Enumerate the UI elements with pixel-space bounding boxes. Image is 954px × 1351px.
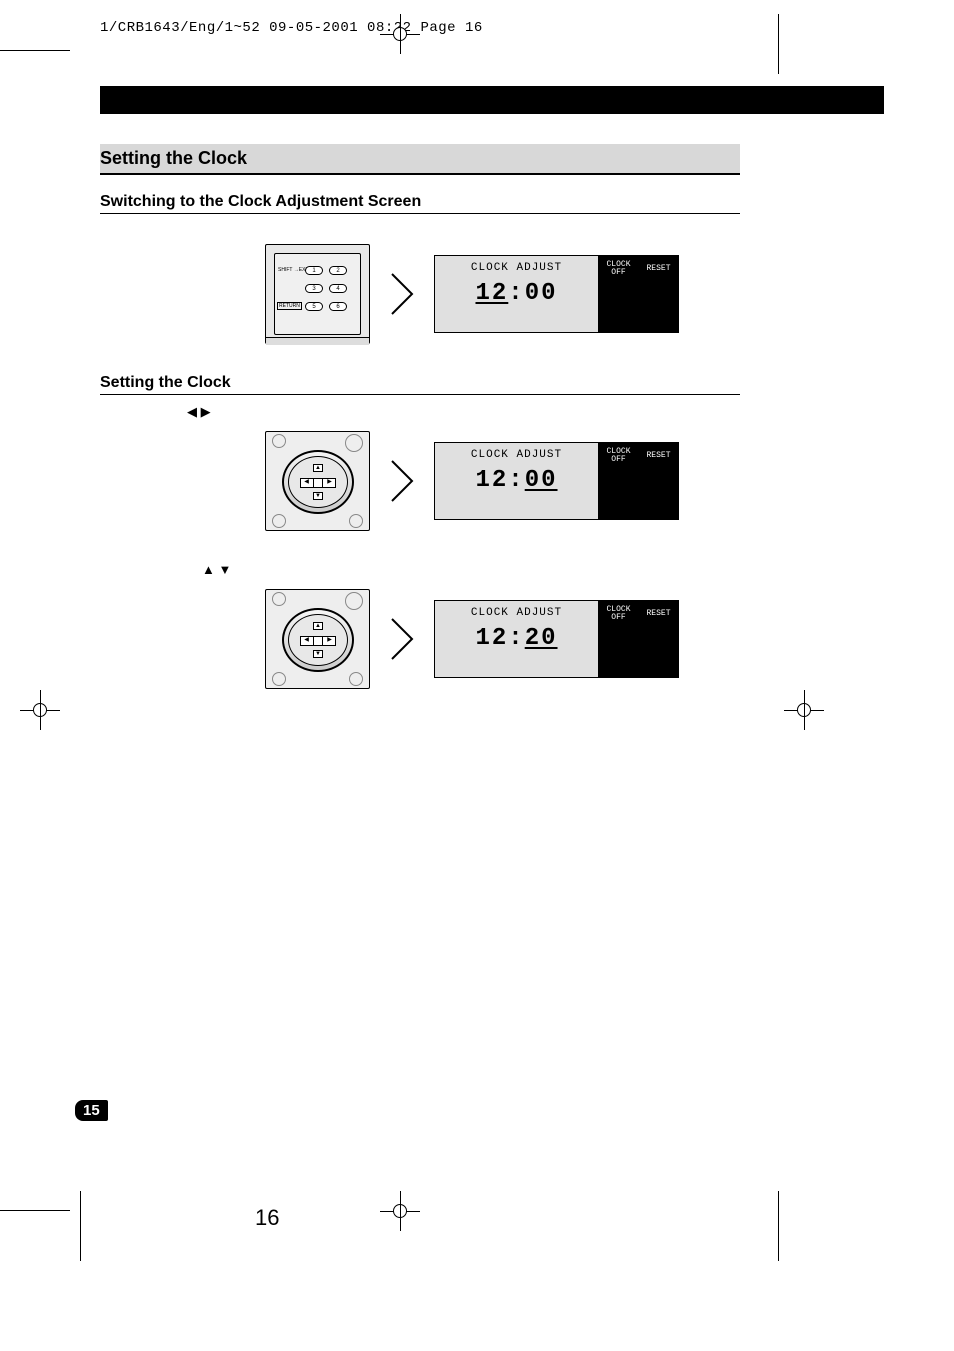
- black-banner: [100, 86, 884, 114]
- clock-off-button[interactable]: CLOCK OFF: [598, 443, 638, 468]
- section-title: Setting the Clock: [100, 144, 740, 175]
- reset-button[interactable]: RESET: [638, 256, 678, 281]
- screen-label: CLOCK ADJUST: [439, 449, 594, 461]
- clock-off-button[interactable]: CLOCK OFF: [598, 256, 638, 281]
- screen-blank: [598, 626, 678, 651]
- dpad-right[interactable]: ▶: [324, 636, 335, 646]
- crop-mark: [778, 14, 779, 74]
- dpad[interactable]: ▲ ▼ ◀ ▶: [300, 628, 336, 652]
- button-3[interactable]: 3: [305, 284, 323, 293]
- screen-label: CLOCK ADJUST: [439, 607, 594, 619]
- button-4[interactable]: 4: [329, 284, 347, 293]
- screen-time: 12:00: [439, 467, 594, 494]
- subsection-title: Switching to the Clock Adjustment Screen: [100, 193, 740, 214]
- device-joystick: ▲ ▼ ◀ ▶: [265, 589, 370, 689]
- arrow-right-icon: [388, 615, 416, 663]
- crop-mark: [0, 1210, 70, 1211]
- dpad-up[interactable]: ▲: [313, 622, 323, 630]
- subsection-title-2: Setting the Clock: [100, 374, 740, 395]
- screen-blank: [598, 652, 678, 677]
- button-1[interactable]: 1: [305, 266, 323, 275]
- ud-arrows: ▲ ▼: [200, 561, 884, 579]
- screen-blank: [598, 468, 678, 493]
- reset-button[interactable]: RESET: [638, 601, 678, 626]
- button-5[interactable]: 5: [305, 302, 323, 311]
- lr-arrows: ◀ ▶: [185, 403, 884, 421]
- device-keypad: SHIFT →EXIT 1 2 3 4 RETURN 5 6: [265, 244, 370, 344]
- registration-mark: [380, 1191, 420, 1231]
- arrow-right-icon: [388, 270, 416, 318]
- dpad-left[interactable]: ◀: [301, 478, 312, 488]
- dpad-up[interactable]: ▲: [313, 464, 323, 472]
- dpad-down[interactable]: ▼: [313, 650, 323, 658]
- dpad-left[interactable]: ◀: [301, 636, 312, 646]
- figure-row-2: ▲ ▼ ◀ ▶ CLOCK ADJUST 12:00 CLOCK OFF RES…: [265, 431, 884, 531]
- lcd-screen-1: CLOCK ADJUST 12:00 CLOCK OFF RESET: [434, 255, 679, 333]
- reset-button[interactable]: RESET: [638, 443, 678, 468]
- screen-blank: [598, 281, 678, 306]
- clock-off-button[interactable]: CLOCK OFF: [598, 601, 638, 626]
- figure-row-3: ▲ ▼ ◀ ▶ CLOCK ADJUST 12:20 CLOCK OFF RES…: [265, 589, 884, 689]
- dpad[interactable]: ▲ ▼ ◀ ▶: [300, 470, 336, 494]
- crop-mark: [778, 1191, 779, 1261]
- return-label: RETURN: [277, 302, 302, 310]
- page-number: 16: [255, 1205, 279, 1231]
- page: 1/CRB1643/Eng/1~52 09-05-2001 08:22 Page…: [0, 0, 954, 1351]
- device-joystick: ▲ ▼ ◀ ▶: [265, 431, 370, 531]
- registration-mark: [380, 14, 420, 54]
- button-6[interactable]: 6: [329, 302, 347, 311]
- dpad-down[interactable]: ▼: [313, 492, 323, 500]
- screen-label: CLOCK ADJUST: [439, 262, 594, 274]
- button-2[interactable]: 2: [329, 266, 347, 275]
- crop-mark: [80, 1191, 81, 1261]
- registration-mark: [20, 690, 60, 730]
- figure-row-1: SHIFT →EXIT 1 2 3 4 RETURN 5 6 CLOCK ADJ…: [265, 244, 884, 344]
- screen-time: 12:20: [439, 625, 594, 652]
- registration-mark: [784, 690, 824, 730]
- dpad-right[interactable]: ▶: [324, 478, 335, 488]
- crop-mark: [0, 50, 70, 51]
- screen-time: 12:00: [439, 280, 594, 307]
- lcd-screen-3: CLOCK ADJUST 12:20 CLOCK OFF RESET: [434, 600, 679, 678]
- lcd-screen-2: CLOCK ADJUST 12:00 CLOCK OFF RESET: [434, 442, 679, 520]
- print-header: 1/CRB1643/Eng/1~52 09-05-2001 08:22 Page…: [100, 20, 884, 36]
- arrow-right-icon: [388, 457, 416, 505]
- page-badge: 15: [75, 1100, 108, 1121]
- step-text: Press button 5 when the unit is in the C…: [100, 220, 884, 234]
- screen-blank: [598, 307, 678, 332]
- screen-blank: [598, 494, 678, 519]
